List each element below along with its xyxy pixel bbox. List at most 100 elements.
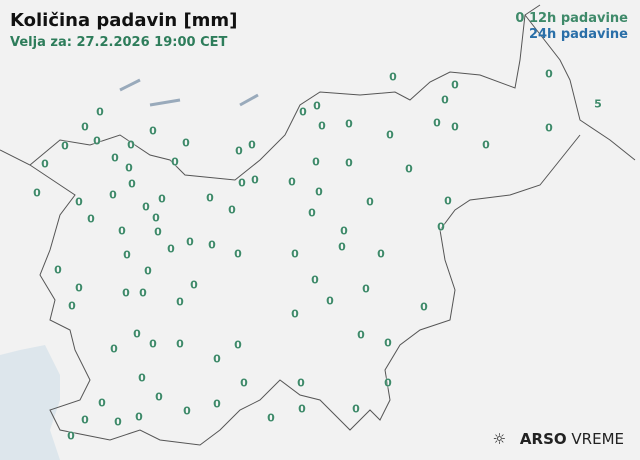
station-value[interactable]: 0 <box>291 307 299 321</box>
station-value[interactable]: 0 <box>384 376 392 390</box>
station-value[interactable]: 0 <box>362 282 370 296</box>
station-value[interactable]: 0 <box>142 200 150 214</box>
station-value[interactable]: 0 <box>158 192 166 206</box>
station-value[interactable]: 0 <box>54 263 62 277</box>
station-value[interactable]: 0 <box>437 220 445 234</box>
station-value[interactable]: 0 <box>81 120 89 134</box>
logo-product: VREME <box>571 430 624 448</box>
station-value[interactable]: 0 <box>545 121 553 135</box>
station-value[interactable]: 0 <box>420 300 428 314</box>
arso-logo[interactable]: ☼ ARSO VREME <box>492 430 624 448</box>
station-value[interactable]: 0 <box>235 144 243 158</box>
station-value[interactable]: 0 <box>313 99 321 113</box>
station-value[interactable]: 0 <box>405 162 413 176</box>
station-value[interactable]: 0 <box>345 117 353 131</box>
station-value[interactable]: 0 <box>352 402 360 416</box>
station-value[interactable]: 0 <box>433 116 441 130</box>
station-value[interactable]: 0 <box>234 247 242 261</box>
station-value[interactable]: 0 <box>110 342 118 356</box>
station-value[interactable]: 0 <box>208 238 216 252</box>
lake <box>239 93 259 107</box>
station-value[interactable]: 0 <box>122 286 130 300</box>
station-value[interactable]: 0 <box>144 264 152 278</box>
station-value[interactable]: 0 <box>206 191 214 205</box>
station-value[interactable]: 0 <box>135 410 143 424</box>
station-value[interactable]: 0 <box>234 338 242 352</box>
station-value[interactable]: 0 <box>315 185 323 199</box>
station-value[interactable]: 0 <box>248 138 256 152</box>
station-value[interactable]: 0 <box>152 211 160 225</box>
station-value[interactable]: 0 <box>297 376 305 390</box>
station-value[interactable]: 0 <box>251 173 259 187</box>
station-value[interactable]: 0 <box>183 404 191 418</box>
station-value[interactable]: 0 <box>98 396 106 410</box>
station-value[interactable]: 0 <box>441 93 449 107</box>
station-value[interactable]: 0 <box>87 212 95 226</box>
station-value[interactable]: 0 <box>123 248 131 262</box>
station-value[interactable]: 0 <box>318 119 326 133</box>
station-value[interactable]: 0 <box>138 371 146 385</box>
station-value[interactable]: 0 <box>288 175 296 189</box>
station-value[interactable]: 0 <box>67 429 75 443</box>
station-value[interactable]: 0 <box>96 105 104 119</box>
station-value[interactable]: 0 <box>298 402 306 416</box>
station-value[interactable]: 0 <box>149 124 157 138</box>
station-value[interactable]: 0 <box>386 128 394 142</box>
station-value[interactable]: 0 <box>326 294 334 308</box>
station-value[interactable]: 0 <box>176 295 184 309</box>
station-value[interactable]: 0 <box>171 155 179 169</box>
station-value[interactable]: 0 <box>176 337 184 351</box>
station-value[interactable]: 0 <box>482 138 490 152</box>
station-value[interactable]: 0 <box>291 247 299 261</box>
station-value[interactable]: 0 <box>377 247 385 261</box>
station-value[interactable]: 0 <box>167 242 175 256</box>
station-value[interactable]: 0 <box>451 120 459 134</box>
station-value[interactable]: 0 <box>345 156 353 170</box>
station-value[interactable]: 0 <box>93 134 101 148</box>
station-value[interactable]: 0 <box>366 195 374 209</box>
station-value[interactable]: 0 <box>545 67 553 81</box>
station-value[interactable]: 0 <box>68 299 76 313</box>
station-value[interactable]: 0 <box>125 161 133 175</box>
station-value[interactable]: 0 <box>213 352 221 366</box>
station-value[interactable]: 0 <box>114 415 122 429</box>
station-value[interactable]: 0 <box>389 70 397 84</box>
station-value[interactable]: 0 <box>238 176 246 190</box>
station-value[interactable]: 0 <box>340 224 348 238</box>
station-value[interactable]: 0 <box>240 376 248 390</box>
station-value[interactable]: 0 <box>61 139 69 153</box>
station-value[interactable]: 0 <box>312 155 320 169</box>
station-value[interactable]: 0 <box>311 273 319 287</box>
station-value[interactable]: 0 <box>182 136 190 150</box>
station-value[interactable]: 0 <box>186 235 194 249</box>
station-value[interactable]: 0 <box>190 278 198 292</box>
station-value[interactable]: 0 <box>128 177 136 191</box>
station-value[interactable]: 0 <box>451 78 459 92</box>
station-value[interactable]: 0 <box>338 240 346 254</box>
station-value[interactable]: 0 <box>118 224 126 238</box>
station-value[interactable]: 0 <box>127 138 135 152</box>
station-value[interactable]: 0 <box>75 281 83 295</box>
station-value[interactable]: 0 <box>444 194 452 208</box>
station-value[interactable]: 0 <box>111 151 119 165</box>
station-value[interactable]: 0 <box>33 186 41 200</box>
station-value[interactable]: 0 <box>267 411 275 425</box>
station-value[interactable]: 0 <box>109 188 117 202</box>
station-value[interactable]: 0 <box>308 206 316 220</box>
station-value[interactable]: 0 <box>81 413 89 427</box>
station-value[interactable]: 0 <box>41 157 49 171</box>
valid-time: Velja za: 27.2.2026 19:00 CET <box>10 35 228 50</box>
station-value[interactable]: 0 <box>228 203 236 217</box>
station-value[interactable]: 0 <box>213 397 221 411</box>
station-value[interactable]: 5 <box>594 97 602 111</box>
station-value[interactable]: 0 <box>75 195 83 209</box>
station-value[interactable]: 0 <box>299 105 307 119</box>
station-value[interactable]: 0 <box>357 328 365 342</box>
station-value[interactable]: 0 <box>155 390 163 404</box>
station-value[interactable]: 0 <box>149 337 157 351</box>
station-value[interactable]: 0 <box>133 327 141 341</box>
station-value[interactable]: 0 <box>384 336 392 350</box>
station-value[interactable]: 0 <box>139 286 147 300</box>
station-value[interactable]: 0 <box>154 225 162 239</box>
